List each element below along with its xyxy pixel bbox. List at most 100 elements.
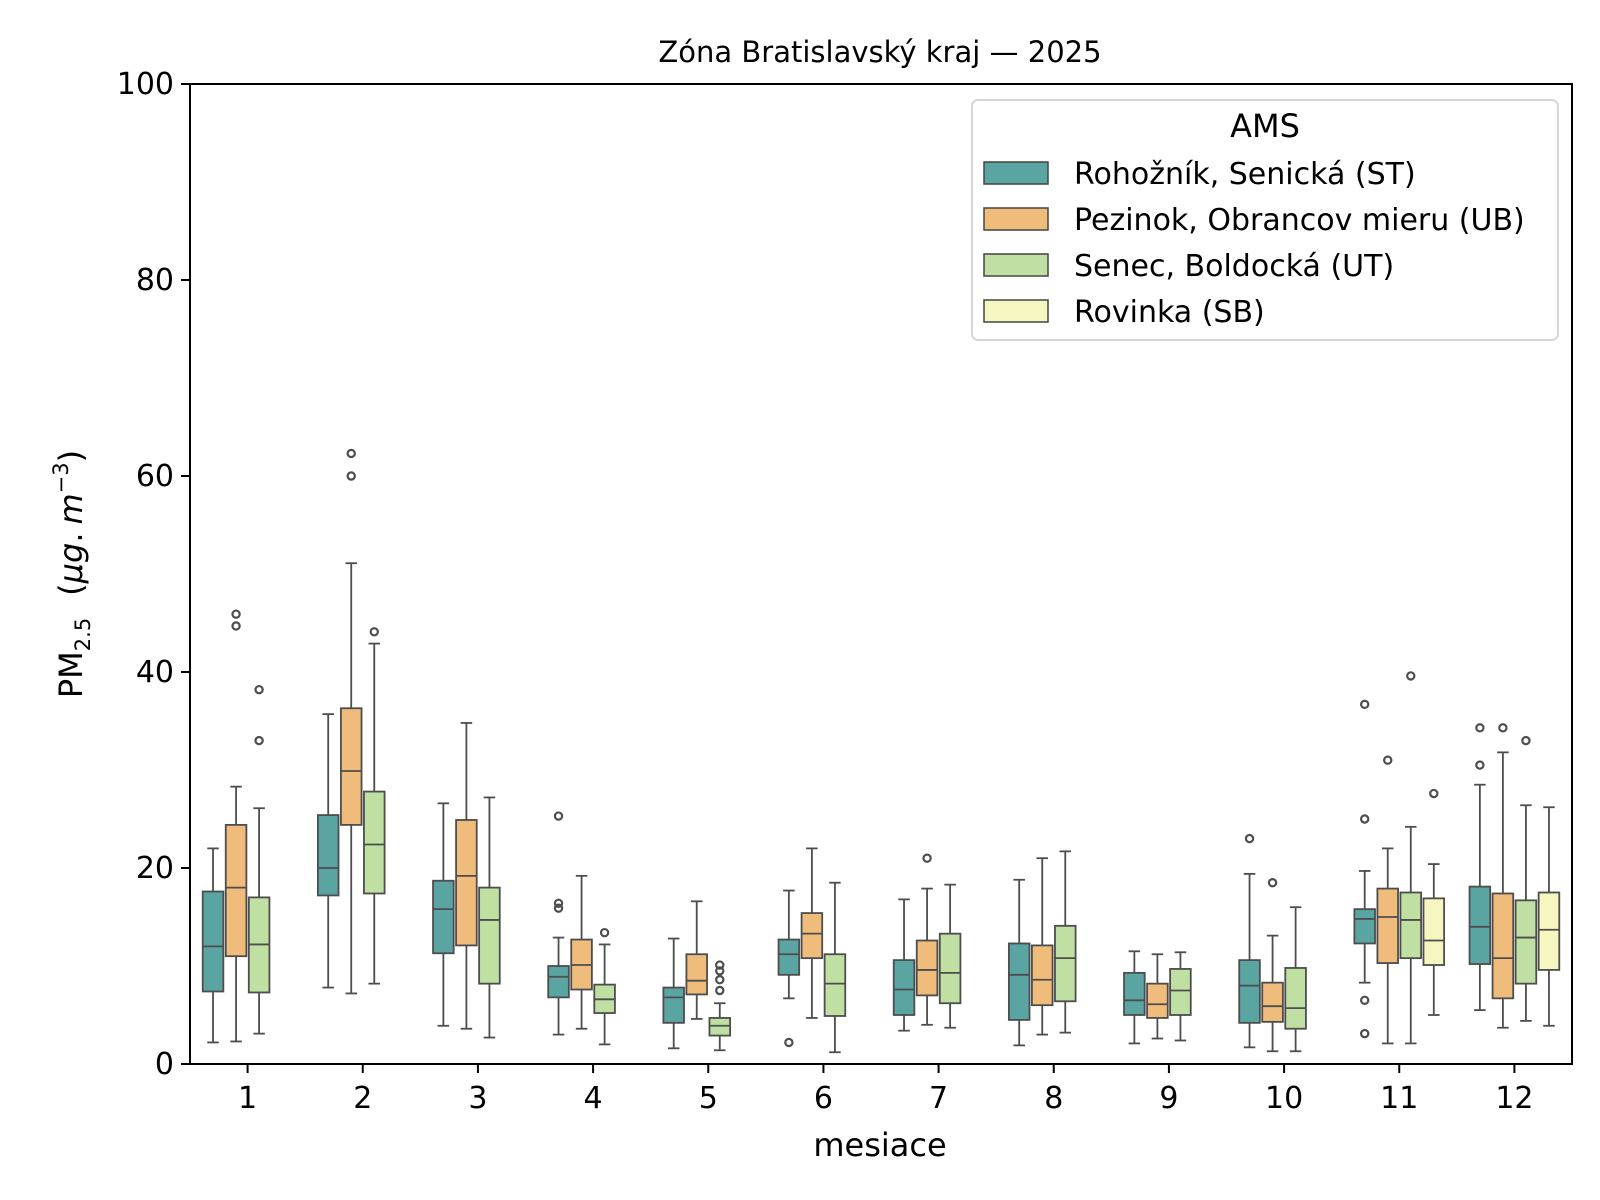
box-iqr — [455, 819, 478, 947]
y-label-g: g — [52, 543, 90, 563]
box-0-month-8 — [1007, 878, 1031, 1047]
box-2-month-5 — [708, 960, 731, 1052]
box-1-month-4 — [570, 874, 593, 1030]
box-iqr — [478, 886, 501, 985]
box-1-month-6 — [800, 847, 824, 1019]
box-0-month-6 — [777, 889, 801, 1048]
x-tick-label-4: 4 — [584, 1081, 603, 1116]
box-2-month-3 — [478, 796, 501, 1039]
box-iqr — [1537, 891, 1561, 971]
box-iqr — [662, 986, 685, 1024]
outlier-point — [1498, 723, 1508, 733]
outlier-point — [599, 927, 610, 938]
box-2-month-10 — [1284, 906, 1307, 1053]
x-axis-label: mesiace — [813, 1126, 946, 1164]
box-0-month-5 — [662, 937, 685, 1050]
box-2-month-1 — [247, 684, 271, 1035]
x-axis: 1 2 3 4 5 6 7 8 9 10 11 12 — [238, 1064, 1534, 1116]
legend-label-senec: Senec, Boldocká (UT) — [1074, 249, 1394, 284]
box-2-month-8 — [1054, 850, 1077, 1034]
legend-swatch-senec — [983, 253, 1049, 277]
box-iqr — [1238, 959, 1261, 1024]
box-iqr — [938, 932, 962, 1005]
y-label-m: m — [52, 493, 90, 524]
outlier-point — [346, 448, 356, 459]
box-iqr — [547, 965, 570, 999]
outlier-point — [254, 684, 264, 695]
box-2-month-7 — [938, 883, 962, 1029]
box-iqr — [224, 823, 248, 958]
y-label-exp: −3 — [49, 462, 73, 493]
box-0-month-7 — [892, 898, 916, 1032]
x-tick-label-11: 11 — [1380, 1081, 1418, 1116]
y-tick-label-100: 100 — [117, 67, 174, 102]
chart-title: Zóna Bratislavský kraj — 2025 — [658, 35, 1101, 69]
outlier-point — [231, 621, 241, 631]
box-iqr — [1261, 981, 1284, 1023]
outlier-point — [922, 853, 932, 863]
outlier-point — [1429, 788, 1439, 799]
outlier-point — [1521, 735, 1531, 746]
outlier-point — [1359, 995, 1370, 1006]
legend-swatch-pezinok — [983, 207, 1049, 231]
box-iqr — [892, 959, 916, 1016]
box-iqr — [1123, 971, 1146, 1016]
x-tick-label-12: 12 — [1495, 1081, 1533, 1116]
plot-area — [201, 448, 1561, 1054]
legend-swatch-rovinka — [983, 299, 1049, 323]
y-label-main: PM — [52, 651, 90, 698]
box-2-month-11 — [1399, 671, 1422, 1045]
box-iqr — [708, 1017, 731, 1037]
box-0-month-9 — [1123, 950, 1146, 1045]
outlier-point — [1359, 1028, 1370, 1039]
legend-label-pezinok: Pezinok, Obrancov mieru (UB) — [1074, 203, 1525, 238]
box-1-month-11 — [1376, 755, 1399, 1045]
y-tick-label-20: 20 — [136, 851, 174, 886]
box-1-month-12 — [1491, 723, 1515, 1029]
box-0-month-10 — [1238, 833, 1261, 1049]
outlier-point — [553, 903, 564, 913]
box-0-month-3 — [432, 802, 455, 1027]
box-iqr — [432, 879, 455, 955]
outlier-point — [1359, 814, 1370, 824]
y-axis: 0 20 40 60 80 100 — [117, 67, 190, 1082]
y-tick-label-60: 60 — [136, 459, 174, 494]
box-iqr — [1422, 897, 1446, 966]
box-iqr — [915, 939, 939, 997]
x-tick-label-1: 1 — [238, 1081, 257, 1116]
x-tick-label-10: 10 — [1265, 1081, 1303, 1116]
outlier-point — [1244, 833, 1255, 844]
box-2-month-4 — [593, 927, 616, 1046]
box-iqr — [1376, 887, 1399, 964]
box-iqr — [685, 953, 708, 996]
outlier-point — [369, 627, 379, 637]
box-1-month-2 — [340, 448, 363, 995]
box-3-month-11 — [1422, 788, 1446, 1016]
box-iqr — [316, 814, 340, 897]
x-tick-label-2: 2 — [353, 1081, 372, 1116]
box-iqr — [1399, 891, 1422, 960]
box-0-month-4 — [547, 811, 570, 1036]
outlier-point — [346, 471, 356, 481]
box-iqr — [201, 890, 225, 993]
box-3-month-12 — [1537, 806, 1561, 1027]
y-axis-label: PM2.5 (μg. m−3) — [49, 450, 95, 698]
box-iqr — [1491, 892, 1515, 1000]
box-iqr — [1468, 885, 1492, 965]
y-label-close: ) — [52, 450, 90, 462]
y-tick-label-80: 80 — [136, 263, 174, 298]
plot-frame — [189, 83, 1573, 1065]
box-2-month-9 — [1169, 951, 1192, 1042]
box-iqr — [1353, 908, 1376, 945]
y-label-open: ( — [52, 583, 90, 595]
legend-label-rovinka: Rovinka (SB) — [1074, 295, 1265, 330]
outlier-point — [254, 735, 264, 746]
y-label-dot: . — [52, 532, 90, 542]
box-iqr — [1054, 924, 1077, 1003]
box-1-month-9 — [1146, 953, 1169, 1040]
outlier-point — [715, 985, 725, 996]
outlier-point — [715, 975, 725, 985]
outlier-point — [1475, 723, 1485, 733]
outlier-point — [553, 811, 564, 821]
